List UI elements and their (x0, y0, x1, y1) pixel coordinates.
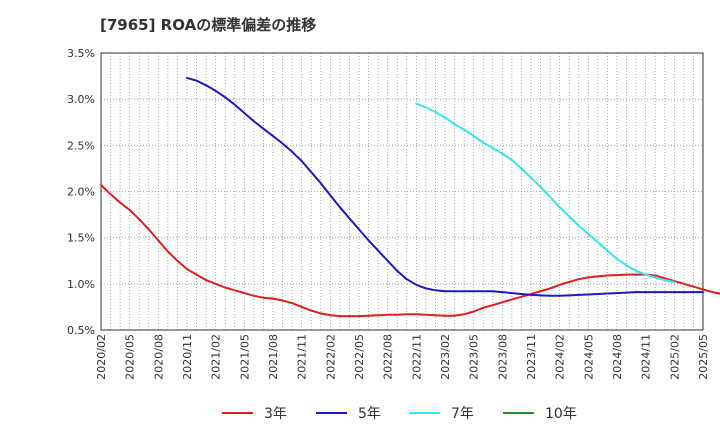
grid (101, 52, 703, 331)
x-tick-label: 2020/02 (95, 334, 108, 380)
x-tick-label: 2025/05 (697, 334, 710, 380)
y-tick-label: 1.5% (67, 232, 95, 245)
x-tick-label: 2024/05 (582, 334, 595, 380)
x-tick-label: 2025/02 (668, 334, 681, 380)
chart-title: [7965] ROAの標準偏差の推移 (100, 16, 317, 34)
y-axis-ticks: 0.5% 1.0% 1.5% 2.0% 2.5% 3.0% 3.5% (67, 47, 95, 337)
x-tick-label: 2024/02 (554, 334, 567, 380)
y-tick-label: 2.0% (67, 186, 95, 199)
y-tick-label: 0.5% (67, 324, 95, 337)
x-tick-label: 2020/08 (152, 334, 165, 380)
series-lines (100, 76, 720, 318)
y-tick-label: 3.5% (67, 47, 95, 60)
y-tick-label: 2.5% (67, 139, 95, 152)
x-tick-label: 2021/05 (238, 334, 251, 380)
x-tick-label: 2024/11 (640, 334, 653, 380)
x-tick-label: 2020/11 (181, 334, 194, 380)
legend-label: 3年 (264, 406, 287, 422)
x-tick-label: 2021/11 (296, 334, 309, 380)
y-tick-label: 3.0% (67, 93, 95, 106)
legend-label: 7年 (451, 406, 474, 422)
x-tick-label: 2023/02 (439, 334, 452, 380)
legend-label: 10年 (545, 406, 577, 422)
x-tick-label: 2021/08 (267, 334, 280, 380)
x-tick-label: 2024/08 (611, 334, 624, 380)
x-tick-label: 2022/02 (324, 334, 337, 380)
legend: 3年 5年 7年 10年 (222, 406, 577, 422)
x-axis-ticks: 2020/02 2020/05 2020/08 2020/11 2021/02 2021/… (95, 334, 710, 380)
x-tick-label: 2021/02 (210, 334, 223, 380)
x-tick-label: 2023/05 (468, 334, 481, 380)
x-tick-label: 2022/05 (353, 334, 366, 380)
series-line-3年 (100, 184, 720, 318)
plot-frame (100, 52, 704, 331)
axes (100, 52, 704, 331)
x-tick-label: 2022/11 (410, 334, 423, 380)
y-tick-label: 1.0% (67, 278, 95, 291)
series-line-7年 (415, 102, 676, 283)
legend-label: 5年 (358, 406, 381, 422)
series-line-5年 (186, 76, 704, 297)
x-tick-label: 2023/08 (496, 334, 509, 380)
x-tick-label: 2023/11 (525, 334, 538, 380)
x-tick-label: 2020/05 (124, 334, 137, 380)
x-tick-label: 2022/08 (382, 334, 395, 380)
